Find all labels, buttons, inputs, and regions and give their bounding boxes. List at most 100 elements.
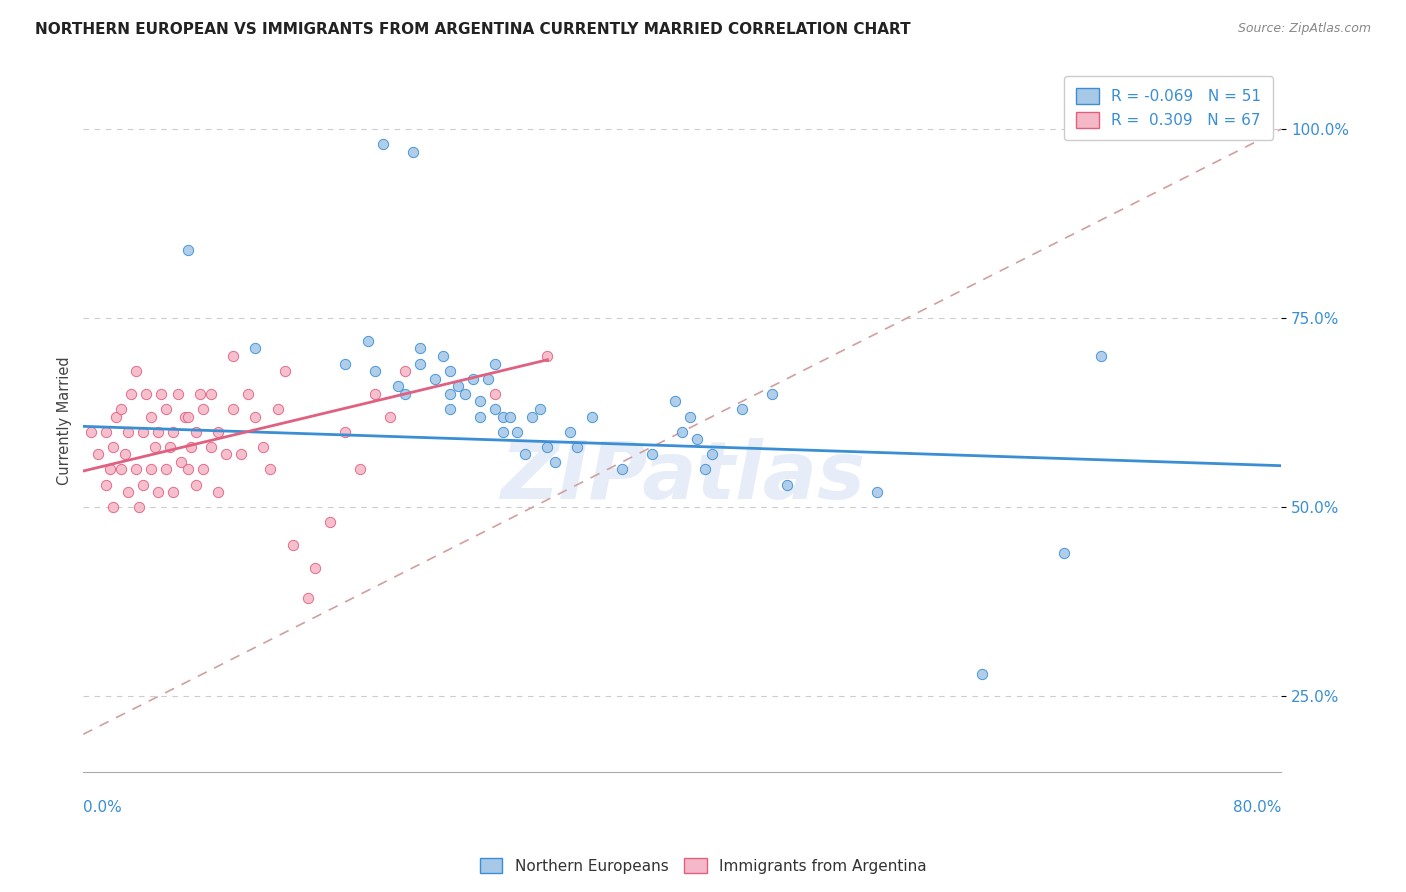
Point bbox=[484, 401, 506, 416]
Point bbox=[222, 349, 245, 363]
Text: 0.0%: 0.0% bbox=[83, 800, 122, 815]
Point bbox=[522, 409, 544, 424]
Point bbox=[174, 409, 197, 424]
Point bbox=[162, 485, 184, 500]
Point bbox=[103, 440, 125, 454]
Point bbox=[177, 243, 200, 257]
Point bbox=[319, 516, 342, 530]
Point bbox=[536, 440, 558, 454]
Point bbox=[222, 401, 245, 416]
Point bbox=[641, 447, 664, 461]
Point bbox=[94, 425, 117, 439]
Legend: Northern Europeans, Immigrants from Argentina: Northern Europeans, Immigrants from Arge… bbox=[474, 852, 932, 880]
Point bbox=[513, 447, 536, 461]
Point bbox=[214, 447, 236, 461]
Point bbox=[159, 440, 181, 454]
Point bbox=[439, 387, 461, 401]
Point bbox=[380, 409, 402, 424]
Point bbox=[252, 440, 274, 454]
Point bbox=[567, 440, 589, 454]
Point bbox=[506, 425, 529, 439]
Point bbox=[155, 401, 177, 416]
Text: ZIPatlas: ZIPatlas bbox=[499, 438, 865, 516]
Point bbox=[349, 462, 371, 476]
Point bbox=[461, 372, 484, 386]
Point bbox=[125, 462, 148, 476]
Y-axis label: Currently Married: Currently Married bbox=[58, 356, 72, 484]
Point bbox=[484, 357, 506, 371]
Point bbox=[94, 477, 117, 491]
Point bbox=[477, 372, 499, 386]
Point bbox=[529, 401, 551, 416]
Point bbox=[468, 394, 491, 409]
Point bbox=[177, 462, 200, 476]
Point bbox=[103, 500, 125, 515]
Point bbox=[484, 387, 506, 401]
Point bbox=[1053, 546, 1076, 560]
Point bbox=[394, 364, 416, 378]
Point bbox=[229, 447, 252, 461]
Point bbox=[150, 387, 173, 401]
Point bbox=[169, 455, 191, 469]
Point bbox=[423, 372, 446, 386]
Point bbox=[146, 485, 169, 500]
Point bbox=[432, 349, 454, 363]
Point bbox=[155, 462, 177, 476]
Point bbox=[776, 477, 799, 491]
Point bbox=[581, 409, 603, 424]
Point bbox=[364, 387, 387, 401]
Point bbox=[664, 394, 686, 409]
Point bbox=[191, 462, 214, 476]
Point bbox=[371, 137, 394, 152]
Point bbox=[125, 364, 148, 378]
Point bbox=[558, 425, 581, 439]
Point bbox=[544, 455, 567, 469]
Text: Source: ZipAtlas.com: Source: ZipAtlas.com bbox=[1237, 22, 1371, 36]
Point bbox=[267, 401, 290, 416]
Point bbox=[702, 447, 724, 461]
Point bbox=[200, 440, 222, 454]
Point bbox=[335, 357, 357, 371]
Point bbox=[110, 401, 132, 416]
Point bbox=[135, 387, 157, 401]
Point bbox=[491, 409, 513, 424]
Point bbox=[693, 462, 716, 476]
Point bbox=[245, 409, 267, 424]
Point bbox=[281, 538, 304, 552]
Point bbox=[117, 485, 139, 500]
Point bbox=[304, 561, 326, 575]
Point bbox=[166, 387, 188, 401]
Point bbox=[468, 409, 491, 424]
Point bbox=[105, 409, 128, 424]
Text: 80.0%: 80.0% bbox=[1233, 800, 1281, 815]
Text: NORTHERN EUROPEAN VS IMMIGRANTS FROM ARGENTINA CURRENTLY MARRIED CORRELATION CHA: NORTHERN EUROPEAN VS IMMIGRANTS FROM ARG… bbox=[35, 22, 911, 37]
Point bbox=[245, 342, 267, 356]
Point bbox=[731, 401, 754, 416]
Point bbox=[98, 462, 121, 476]
Point bbox=[761, 387, 783, 401]
Legend: R = -0.069   N = 51, R =  0.309   N = 67: R = -0.069 N = 51, R = 0.309 N = 67 bbox=[1064, 76, 1274, 140]
Point bbox=[120, 387, 142, 401]
Point bbox=[259, 462, 281, 476]
Point bbox=[110, 462, 132, 476]
Point bbox=[143, 440, 166, 454]
Point bbox=[132, 425, 155, 439]
Point bbox=[335, 425, 357, 439]
Point bbox=[207, 485, 229, 500]
Point bbox=[686, 432, 709, 446]
Point bbox=[970, 666, 993, 681]
Point bbox=[409, 357, 432, 371]
Point bbox=[491, 425, 513, 439]
Point bbox=[117, 425, 139, 439]
Point bbox=[139, 409, 162, 424]
Point bbox=[180, 440, 202, 454]
Point bbox=[184, 425, 207, 439]
Point bbox=[402, 145, 425, 159]
Point bbox=[387, 379, 409, 393]
Point bbox=[207, 425, 229, 439]
Point bbox=[357, 334, 380, 348]
Point bbox=[80, 425, 103, 439]
Point bbox=[146, 425, 169, 439]
Point bbox=[409, 342, 432, 356]
Point bbox=[184, 477, 207, 491]
